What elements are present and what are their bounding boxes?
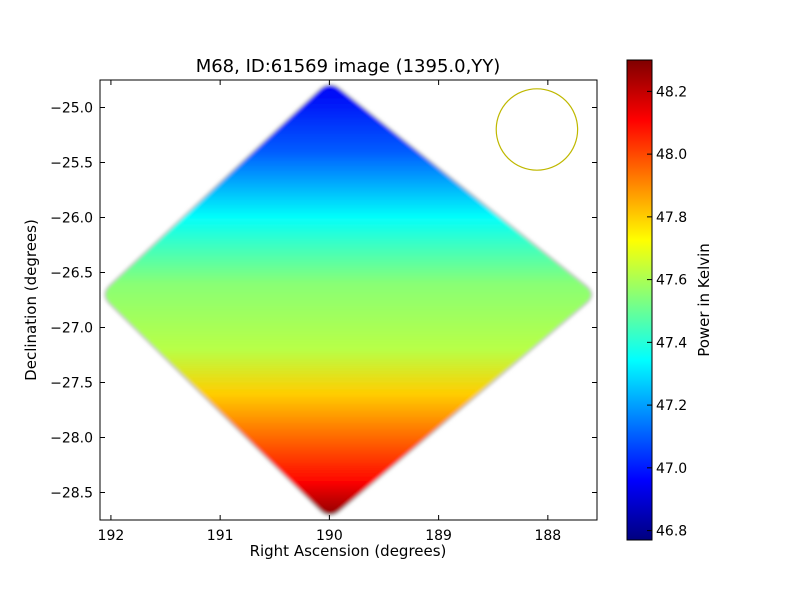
x-tick-label: 190 — [316, 528, 343, 544]
x-tick-label: 191 — [207, 528, 234, 544]
colorbar-tick-label: 47.8 — [656, 210, 687, 226]
colorbar-tick-label: 48.0 — [656, 147, 687, 163]
beam-circle-outline — [495, 88, 579, 171]
y-tick-label: −25.0 — [50, 101, 93, 117]
y-tick-label: −26.5 — [50, 266, 93, 282]
colorbar-tick-label: 47.6 — [656, 273, 687, 289]
x-axis-ticks: 192 191 190 189 188 — [98, 80, 561, 544]
x-tick-label: 188 — [534, 528, 561, 544]
y-tick-label: −28.0 — [50, 431, 93, 447]
colorbar-tick-label: 47.2 — [656, 398, 687, 414]
y-tick-label: −25.5 — [50, 156, 93, 172]
colorbar-tick-label: 47.0 — [656, 461, 687, 477]
colorbar-label: Power in Kelvin — [695, 243, 713, 357]
colorbar-tick-label: 46.8 — [656, 524, 687, 540]
y-axis-ticks: −25.0 −25.5 −26.0 −26.5 −27.0 −27.5 −28.0 −28.5 — [50, 101, 597, 502]
y-tick-label: −28.5 — [50, 486, 93, 502]
footprint-region — [104, 83, 593, 517]
heatmap-image — [104, 83, 593, 517]
colorbar-scale — [626, 59, 653, 541]
colorbar: 46.8 47.0 47.2 47.4 47.6 47.8 48.0 48.2 Power i… — [626, 59, 713, 541]
x-axis-label: Right Ascension (degrees) — [250, 542, 447, 560]
y-tick-label: −26.0 — [50, 211, 93, 227]
y-tick-label: −27.5 — [50, 376, 93, 392]
colorbar-tick-label: 48.2 — [656, 84, 687, 100]
x-tick-label: 192 — [98, 528, 125, 544]
colorbar-ticks: 46.8 47.0 47.2 47.4 47.6 47.8 48.0 48.2 — [647, 84, 687, 540]
plot-area — [104, 83, 593, 517]
beam-circle — [495, 88, 579, 171]
colorbar-tick-label: 47.4 — [656, 335, 687, 351]
x-tick-label: 189 — [425, 528, 452, 544]
y-axis-label: Declination (degrees) — [22, 219, 40, 381]
axes-frame — [99, 79, 598, 521]
chart-title: M68, ID:61569 image (1395.0,YY) — [196, 56, 501, 77]
y-tick-label: −27.0 — [50, 321, 93, 337]
